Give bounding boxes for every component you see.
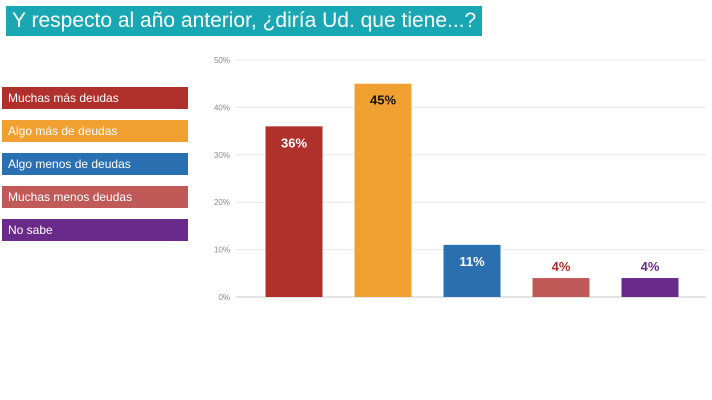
legend-item-muchas-menos-deudas: Muchas menos deudas: [2, 186, 188, 208]
bar-value-label: 45%: [370, 93, 396, 108]
y-tick-label: 30%: [214, 151, 230, 160]
y-tick-label: 40%: [214, 103, 230, 112]
bar: [265, 126, 323, 297]
legend: Muchas más deudas Algo más de deudas Alg…: [2, 87, 188, 252]
y-tick-label: 10%: [214, 246, 230, 255]
legend-item-algo-menos-de-deudas: Algo menos de deudas: [2, 153, 188, 175]
bar-value-label: 4%: [641, 259, 660, 274]
legend-item-muchas-mas-deudas: Muchas más deudas: [2, 87, 188, 109]
bar: [532, 278, 590, 297]
legend-item-algo-mas-de-deudas: Algo más de deudas: [2, 120, 188, 142]
legend-item-no-sabe: No sabe: [2, 219, 188, 241]
bar-value-labels: 36% 45% 11% 4% 4%: [281, 93, 660, 274]
y-axis-ticks: 0% 10% 20% 30% 40% 50%: [214, 56, 230, 302]
chart-title: Y respecto al año anterior, ¿diría Ud. q…: [6, 6, 483, 36]
bar: [443, 244, 501, 297]
bar-value-label: 11%: [459, 254, 485, 269]
y-tick-label: 20%: [214, 198, 230, 207]
bar: [354, 83, 412, 297]
bar: [621, 278, 679, 297]
bar-value-label: 4%: [552, 259, 571, 274]
y-tick-label: 50%: [214, 56, 230, 65]
bar-value-label: 36%: [281, 135, 307, 150]
bars: [265, 83, 679, 297]
y-tick-label: 0%: [218, 293, 230, 302]
